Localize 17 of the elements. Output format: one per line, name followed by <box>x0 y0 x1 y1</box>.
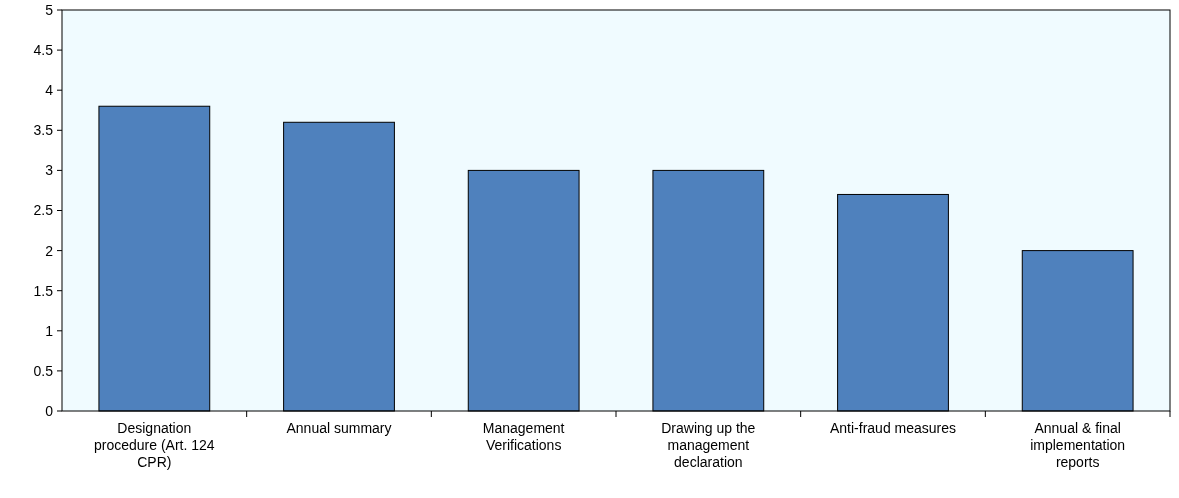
y-tick-label: 0 <box>45 402 54 419</box>
y-tick-label: 4 <box>45 82 54 99</box>
x-tick-label: Annual & final implementation reports <box>1030 420 1126 470</box>
y-tick-label: 4.5 <box>33 42 54 58</box>
y-tick-label: 1.5 <box>33 282 54 299</box>
y-tick-label: 2.5 <box>33 202 54 219</box>
x-tick-label: Drawing up the management declaration <box>661 420 756 470</box>
y-tick-label: 1 <box>45 322 54 339</box>
x-tick-label: Anti-fraud measures <box>829 420 957 436</box>
y-tick-label: 5 <box>45 1 54 18</box>
y-tick-label: 2 <box>45 242 54 259</box>
x-tick-label: Designation procedure (Art. 124 CPR) <box>94 420 215 470</box>
y-tick-label: 0.5 <box>33 362 54 379</box>
y-tick-label: 3 <box>45 162 54 179</box>
x-tick-label: Annual summary <box>286 420 392 436</box>
y-tick-label: 3.5 <box>33 122 54 139</box>
x-tick-label: Management Verifications <box>482 420 565 453</box>
